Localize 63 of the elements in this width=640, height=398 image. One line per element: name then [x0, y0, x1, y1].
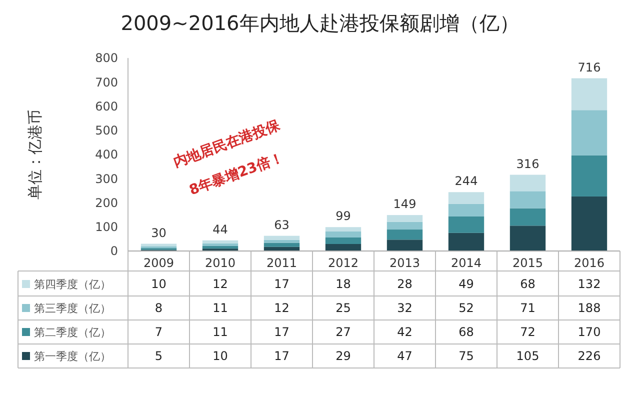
- y-tick-label: 300: [95, 172, 118, 186]
- y-tick-label: 600: [95, 99, 118, 114]
- y-tick-label: 700: [95, 75, 118, 90]
- data-label: 49: [458, 277, 474, 292]
- y-tick-label: 400: [95, 148, 118, 162]
- total-label: 244: [454, 174, 478, 188]
- x-tick-label: 2012: [328, 256, 359, 270]
- data-label: 105: [516, 349, 540, 364]
- y-tick-label: 500: [95, 124, 118, 138]
- total-label: 63: [274, 218, 290, 232]
- x-tick-label: 2009: [143, 256, 174, 270]
- legend-label: 第二季度（亿）: [34, 326, 111, 339]
- data-label: 18: [336, 277, 351, 292]
- data-label: 52: [458, 301, 474, 316]
- data-label: 11: [212, 325, 228, 340]
- data-label: 68: [520, 277, 536, 292]
- data-label: 11: [212, 301, 228, 316]
- total-label: 30: [151, 226, 166, 240]
- data-label: 42: [397, 325, 412, 340]
- data-label: 7: [154, 325, 163, 340]
- x-tick-label: 2010: [204, 256, 236, 270]
- data-label: 47: [397, 349, 412, 364]
- data-label: 10: [151, 277, 166, 292]
- data-label: 27: [336, 325, 351, 340]
- data-label: 25: [336, 301, 351, 316]
- total-label: 149: [393, 197, 416, 212]
- y-tick-label: 100: [95, 220, 118, 234]
- x-tick-label: 2013: [389, 256, 420, 270]
- data-label: 28: [397, 277, 412, 292]
- total-label: 316: [516, 156, 540, 171]
- data-label: 5: [154, 349, 163, 364]
- data-label: 72: [520, 325, 536, 340]
- data-label: 132: [578, 277, 601, 292]
- legend-label: 第三季度（亿）: [34, 302, 111, 315]
- total-label: 44: [212, 222, 228, 236]
- x-tick-label: 2016: [574, 256, 605, 270]
- total-label: 716: [578, 60, 601, 74]
- data-label: 170: [578, 325, 601, 340]
- y-tick-label: 800: [95, 51, 118, 66]
- y-tick-label: 0: [110, 244, 118, 258]
- data-label: 12: [212, 277, 228, 292]
- data-label: 226: [578, 349, 601, 364]
- data-label: 188: [578, 301, 601, 316]
- data-label: 8: [154, 301, 163, 316]
- data-label: 17: [274, 325, 290, 340]
- data-label: 71: [520, 301, 536, 316]
- data-label: 68: [458, 325, 474, 340]
- data-label: 17: [274, 277, 290, 292]
- data-label: 75: [458, 349, 474, 364]
- legend-label: 第四季度（亿）: [34, 278, 111, 291]
- data-label: 10: [212, 349, 228, 364]
- data-label: 12: [274, 301, 290, 316]
- y-axis-title: 单位：亿港币: [26, 110, 44, 200]
- x-tick-label: 2014: [450, 256, 482, 270]
- chart-title: 2009~2016年内地人赴港投保额剧增（亿）: [120, 11, 520, 35]
- data-label: 32: [397, 301, 412, 316]
- data-label: 17: [274, 349, 290, 364]
- legend-label: 第一季度（亿）: [34, 350, 111, 363]
- y-tick-label: 200: [95, 196, 118, 210]
- x-tick-label: 2011: [266, 256, 298, 270]
- x-tick-label: 2015: [512, 256, 544, 270]
- total-label: 99: [336, 209, 351, 224]
- data-label: 29: [336, 349, 351, 364]
